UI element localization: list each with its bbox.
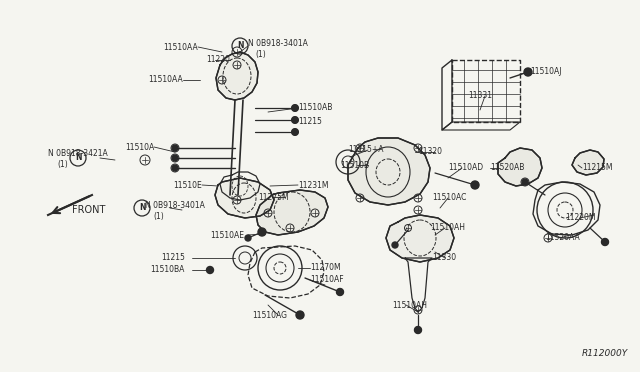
Circle shape [602,238,609,246]
Text: 11320: 11320 [418,148,442,157]
Circle shape [292,117,298,123]
Text: 11275M: 11275M [258,192,289,202]
Text: 11510AB: 11510AB [298,103,332,112]
Circle shape [415,327,421,333]
Circle shape [522,179,528,185]
Text: N 0B918-3421A: N 0B918-3421A [48,150,108,158]
Circle shape [337,289,344,295]
Text: N: N [75,154,81,163]
Text: 11220M: 11220M [565,214,595,222]
Circle shape [392,242,398,248]
Circle shape [297,312,303,318]
Circle shape [525,69,531,75]
Polygon shape [256,190,328,235]
Text: 11331: 11331 [468,92,492,100]
Text: 11215: 11215 [298,118,322,126]
Text: 11220: 11220 [206,55,230,64]
Text: 11510AF: 11510AF [310,276,344,285]
Polygon shape [386,215,454,262]
Circle shape [602,239,608,245]
Circle shape [471,181,479,189]
Circle shape [524,68,532,76]
Polygon shape [572,150,604,175]
Polygon shape [216,52,258,100]
Text: 11510AE: 11510AE [210,231,244,240]
Polygon shape [498,148,542,186]
Circle shape [245,235,251,241]
Text: (1): (1) [57,160,68,170]
Text: 11215+A: 11215+A [348,145,383,154]
Text: 11270M: 11270M [310,263,340,273]
Text: 11510AA: 11510AA [163,42,198,51]
Text: (1): (1) [153,212,164,221]
Text: 11215M: 11215M [582,164,612,173]
Text: 11510AH: 11510AH [392,301,427,310]
Text: 11510AC: 11510AC [432,193,467,202]
Text: 11510AD: 11510AD [448,164,483,173]
Text: N: N [237,42,243,51]
Text: N 0B918-3401A: N 0B918-3401A [145,201,205,209]
Text: 11510A: 11510A [125,142,154,151]
Polygon shape [348,138,430,205]
Text: 11510B: 11510B [340,160,369,170]
Circle shape [207,266,214,273]
Polygon shape [215,178,274,218]
Circle shape [415,327,422,334]
Text: N: N [139,203,145,212]
Text: R112000Y: R112000Y [582,349,628,358]
Circle shape [172,145,178,151]
Text: 11510AH: 11510AH [430,224,465,232]
Text: 11510AG: 11510AG [252,311,287,320]
Circle shape [296,311,304,319]
Circle shape [337,289,343,295]
Text: 11231M: 11231M [298,180,328,189]
Circle shape [172,165,178,171]
Text: 11510AA: 11510AA [148,76,183,84]
Text: 11510AJ: 11510AJ [530,67,561,77]
Text: 11510BA: 11510BA [150,266,185,275]
Circle shape [172,155,178,161]
Text: FRONT: FRONT [72,205,106,215]
Text: 11510E: 11510E [173,180,202,189]
Circle shape [292,129,298,135]
Circle shape [258,228,266,236]
Text: N 0B918-3401A: N 0B918-3401A [248,38,308,48]
Text: 11520AB: 11520AB [490,164,524,173]
Circle shape [472,182,478,188]
Text: 11215: 11215 [161,253,185,263]
Text: 11520AA: 11520AA [545,234,580,243]
Text: (1): (1) [255,49,266,58]
Text: 11330: 11330 [432,253,456,263]
Circle shape [292,105,298,111]
